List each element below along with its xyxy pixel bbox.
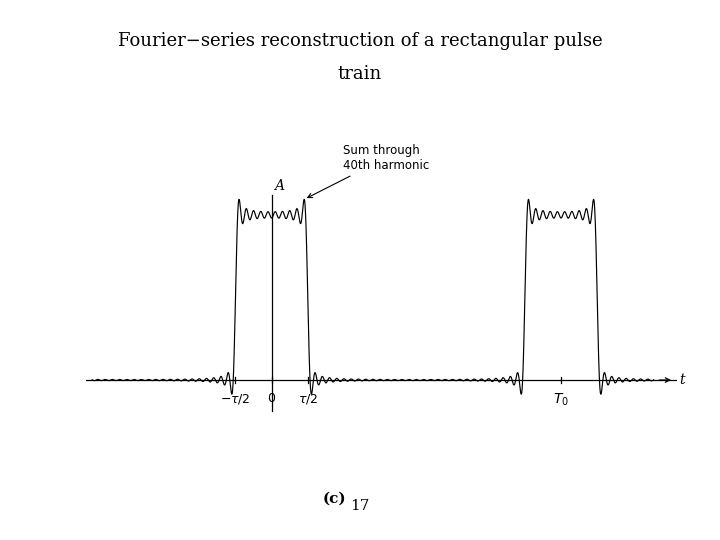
Text: 17: 17 xyxy=(351,499,369,513)
Text: Sum through
40th harmonic: Sum through 40th harmonic xyxy=(307,144,429,198)
Text: $0$: $0$ xyxy=(267,392,276,404)
Text: $-\tau/2$: $-\tau/2$ xyxy=(220,392,251,406)
Text: t: t xyxy=(680,373,685,387)
Text: $T_0$: $T_0$ xyxy=(553,392,569,408)
Text: train: train xyxy=(338,65,382,83)
Text: Fourier−series reconstruction of a rectangular pulse: Fourier−series reconstruction of a recta… xyxy=(117,32,603,50)
Text: (c): (c) xyxy=(323,491,346,505)
Text: $\tau/2$: $\tau/2$ xyxy=(298,392,318,406)
Text: A: A xyxy=(274,179,284,193)
